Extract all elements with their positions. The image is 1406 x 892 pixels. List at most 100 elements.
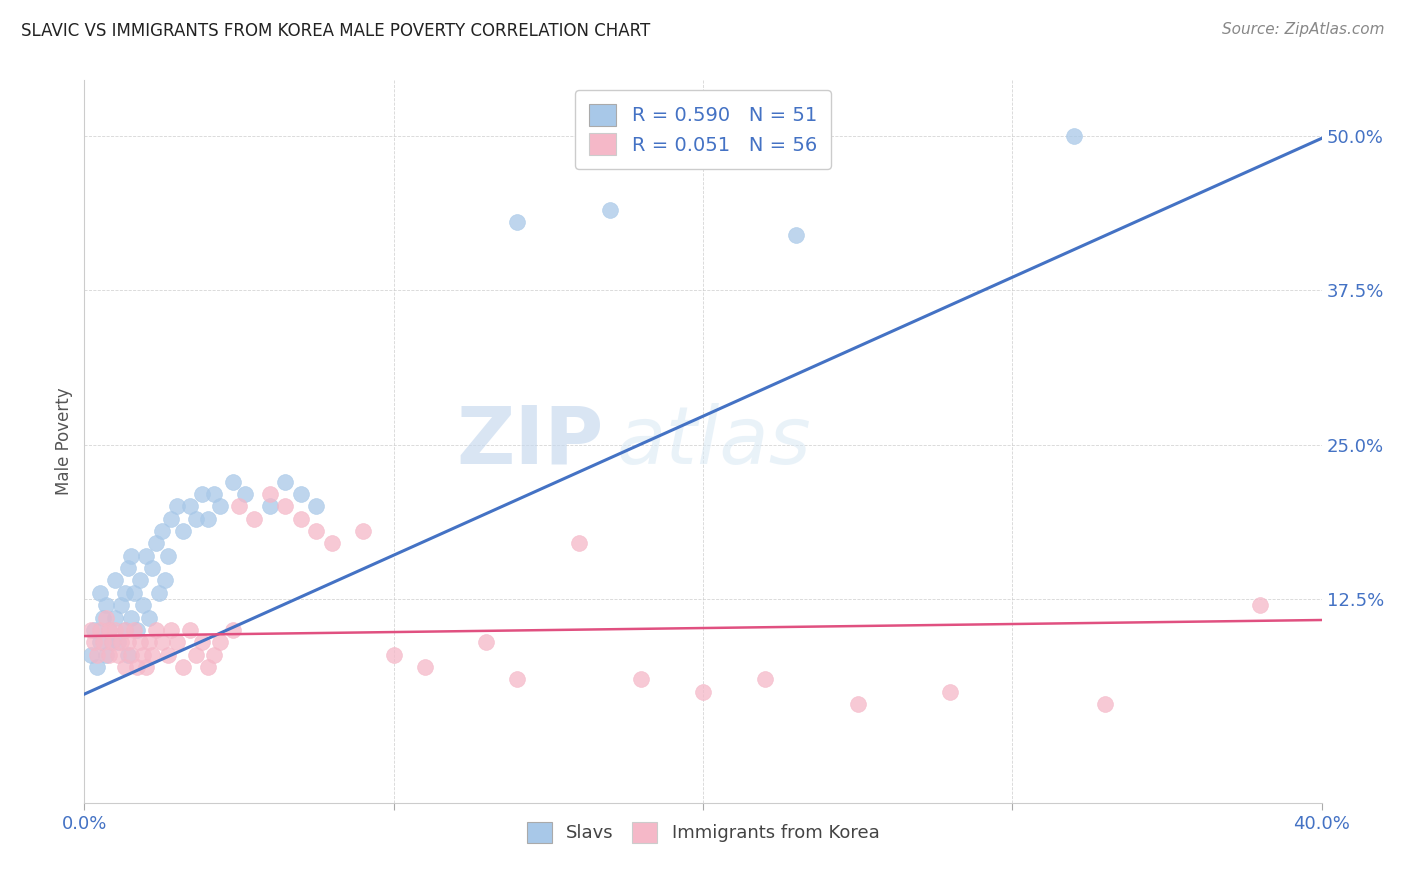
Point xyxy=(172,524,194,538)
Point xyxy=(413,660,436,674)
Point xyxy=(104,623,127,637)
Point xyxy=(120,610,142,624)
Text: atlas: atlas xyxy=(616,402,811,481)
Point xyxy=(114,586,136,600)
Point xyxy=(114,660,136,674)
Point xyxy=(630,673,652,687)
Point xyxy=(785,227,807,242)
Point xyxy=(114,623,136,637)
Point xyxy=(141,648,163,662)
Point xyxy=(209,635,232,649)
Point xyxy=(506,215,529,229)
Point xyxy=(599,202,621,217)
Point xyxy=(107,648,129,662)
Point xyxy=(568,536,591,550)
Point xyxy=(1063,128,1085,143)
Point xyxy=(382,648,405,662)
Point xyxy=(117,648,139,662)
Point xyxy=(191,635,214,649)
Text: Source: ZipAtlas.com: Source: ZipAtlas.com xyxy=(1222,22,1385,37)
Point xyxy=(228,500,250,514)
Point xyxy=(1094,697,1116,711)
Point xyxy=(172,660,194,674)
Point xyxy=(89,635,111,649)
Point xyxy=(475,635,498,649)
Point xyxy=(305,500,328,514)
Point xyxy=(135,660,157,674)
Point xyxy=(274,500,297,514)
Point xyxy=(184,648,207,662)
Point xyxy=(86,648,108,662)
Point xyxy=(145,536,167,550)
Point xyxy=(166,635,188,649)
Point xyxy=(91,610,114,624)
Point xyxy=(274,475,297,489)
Point xyxy=(83,623,105,637)
Point xyxy=(110,598,132,612)
Point xyxy=(104,610,127,624)
Point xyxy=(94,598,117,612)
Point xyxy=(101,635,124,649)
Point xyxy=(141,561,163,575)
Point xyxy=(153,574,176,588)
Point xyxy=(939,684,962,698)
Point xyxy=(233,487,256,501)
Point xyxy=(120,648,142,662)
Point xyxy=(202,487,225,501)
Point xyxy=(114,623,136,637)
Point xyxy=(150,635,173,649)
Point xyxy=(98,648,121,662)
Point xyxy=(846,697,869,711)
Point xyxy=(79,623,101,637)
Point xyxy=(259,500,281,514)
Point xyxy=(132,648,155,662)
Point xyxy=(145,623,167,637)
Point xyxy=(222,623,245,637)
Point xyxy=(197,660,219,674)
Point xyxy=(117,635,139,649)
Point xyxy=(110,635,132,649)
Point xyxy=(202,648,225,662)
Point xyxy=(150,524,173,538)
Point xyxy=(352,524,374,538)
Point xyxy=(1249,598,1271,612)
Point xyxy=(107,635,129,649)
Point xyxy=(122,623,145,637)
Point xyxy=(89,586,111,600)
Point xyxy=(94,610,117,624)
Point xyxy=(86,660,108,674)
Point xyxy=(290,487,312,501)
Point xyxy=(94,648,117,662)
Point xyxy=(138,610,160,624)
Point xyxy=(166,500,188,514)
Point xyxy=(243,512,266,526)
Point xyxy=(89,623,111,637)
Point xyxy=(179,500,201,514)
Point xyxy=(156,549,179,563)
Point xyxy=(179,623,201,637)
Point xyxy=(222,475,245,489)
Point xyxy=(191,487,214,501)
Point xyxy=(125,660,148,674)
Point xyxy=(125,623,148,637)
Text: ZIP: ZIP xyxy=(457,402,605,481)
Point xyxy=(98,623,121,637)
Point xyxy=(184,512,207,526)
Point xyxy=(98,623,121,637)
Point xyxy=(754,673,776,687)
Point xyxy=(104,574,127,588)
Point xyxy=(122,586,145,600)
Point xyxy=(259,487,281,501)
Point xyxy=(117,561,139,575)
Point xyxy=(120,549,142,563)
Point xyxy=(692,684,714,698)
Point xyxy=(156,648,179,662)
Point xyxy=(321,536,343,550)
Legend: Slavs, Immigrants from Korea: Slavs, Immigrants from Korea xyxy=(517,813,889,852)
Point xyxy=(506,673,529,687)
Point xyxy=(101,635,124,649)
Text: SLAVIC VS IMMIGRANTS FROM KOREA MALE POVERTY CORRELATION CHART: SLAVIC VS IMMIGRANTS FROM KOREA MALE POV… xyxy=(21,22,651,40)
Point xyxy=(160,512,183,526)
Point xyxy=(209,500,232,514)
Point xyxy=(138,635,160,649)
